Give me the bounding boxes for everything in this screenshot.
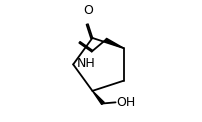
Polygon shape: [92, 91, 104, 105]
Polygon shape: [105, 38, 123, 48]
Text: NH: NH: [76, 57, 95, 70]
Text: OH: OH: [117, 96, 136, 109]
Text: O: O: [83, 4, 93, 17]
